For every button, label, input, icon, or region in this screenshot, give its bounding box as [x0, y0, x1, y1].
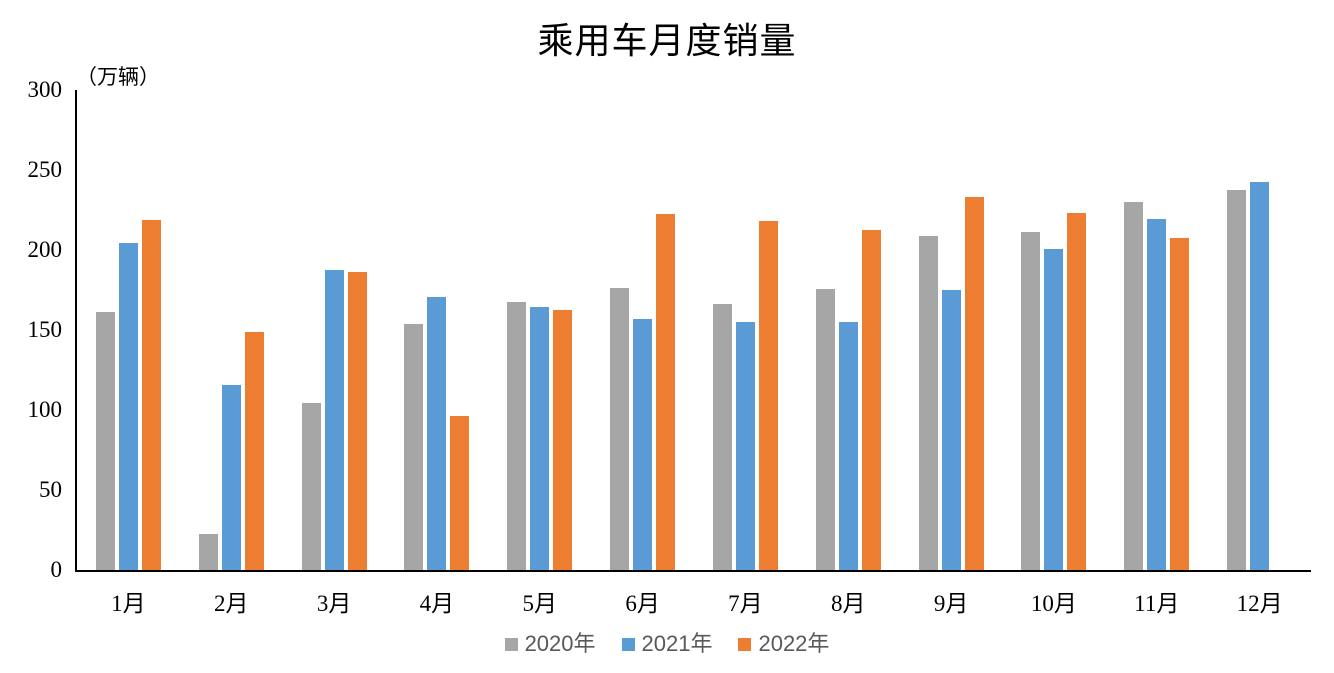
- bar-2022年-5月: [553, 310, 573, 570]
- bar-2022年-3月: [347, 271, 367, 570]
- bar-2021年-11月: [1147, 219, 1167, 570]
- x-label-9月: 9月: [933, 591, 969, 616]
- legend-swatch-icon: [504, 637, 518, 651]
- legend-label: 2021年: [641, 631, 713, 656]
- legend: 2020年 2021年 2022年: [0, 633, 1334, 655]
- plot-area: [75, 90, 1311, 572]
- bar-2022年-6月: [656, 214, 676, 570]
- y-tick-150: 150: [27, 317, 63, 342]
- bar-2020年-11月: [1124, 202, 1144, 570]
- y-tick-250: 250: [27, 157, 63, 182]
- bar-2022年-8月: [861, 230, 881, 570]
- legend-label: 2020年: [524, 631, 596, 656]
- bar-group-2月: [198, 90, 264, 570]
- bar-2020年-7月: [712, 303, 732, 570]
- bar-2020年-8月: [815, 289, 835, 570]
- y-tick-300: 300: [27, 77, 63, 102]
- legend-swatch-icon: [738, 637, 752, 651]
- x-label-1月: 1月: [111, 591, 146, 616]
- bar-2020年-6月: [610, 287, 630, 570]
- bar-2020年-12月: [1227, 190, 1247, 570]
- bar-2021年-6月: [633, 318, 653, 570]
- bar-group-7月: [712, 90, 778, 570]
- bar-group-12月: [1227, 90, 1292, 570]
- bar-2021年-12月: [1250, 182, 1270, 570]
- bar-2020年-9月: [918, 235, 938, 570]
- legend-item-2021年: 2021年: [621, 631, 713, 656]
- x-label-2月: 2月: [214, 591, 249, 616]
- x-label-11月: 11月: [1134, 591, 1180, 616]
- x-label-12月: 12月: [1236, 591, 1283, 616]
- x-label-3月: 3月: [316, 591, 352, 616]
- bar-2020年-4月: [404, 324, 424, 570]
- bar-2020年-2月: [198, 534, 218, 570]
- legend-swatch-icon: [621, 637, 635, 651]
- bar-2021年-9月: [941, 289, 961, 570]
- bar-2022年-9月: [964, 196, 984, 570]
- bar-2020年-3月: [301, 403, 321, 570]
- bar-group-5月: [507, 90, 573, 570]
- bar-2022年-7月: [758, 221, 778, 570]
- y-tick-0: 0: [50, 557, 63, 582]
- bar-2022年-4月: [450, 415, 470, 570]
- x-label-6月: 6月: [625, 591, 660, 616]
- bar-group-4月: [404, 90, 470, 570]
- x-label-4月: 4月: [419, 591, 455, 616]
- bar-2021年-10月: [1044, 248, 1064, 570]
- x-label-5月: 5月: [522, 591, 558, 616]
- y-tick-50: 50: [39, 477, 62, 502]
- bar-group-1月: [95, 90, 161, 570]
- bar-group-8月: [815, 90, 881, 570]
- bar-2020年-5月: [507, 302, 527, 570]
- y-axis-unit-label: （万辆）: [76, 65, 160, 89]
- bar-group-10月: [1021, 90, 1087, 570]
- bar-2021年-8月: [838, 321, 858, 570]
- bar-2021年-1月: [118, 242, 138, 570]
- bar-2021年-3月: [324, 270, 344, 570]
- bar-2022年-1月: [141, 220, 161, 570]
- legend-item-2020年: 2020年: [504, 631, 596, 656]
- bar-2020年-1月: [95, 311, 115, 570]
- y-tick-100: 100: [27, 397, 63, 422]
- bar-2022年-11月: [1170, 238, 1190, 570]
- legend-label: 2022年: [758, 631, 830, 656]
- bar-2022年-2月: [244, 332, 264, 570]
- legend-item-2022年: 2022年: [738, 633, 829, 655]
- bar-2022年-10月: [1067, 213, 1087, 570]
- bar-2021年-5月: [530, 306, 550, 570]
- bar-2020年-10月: [1021, 232, 1041, 570]
- bar-2021年-2月: [221, 385, 241, 570]
- bar-group-9月: [918, 90, 984, 570]
- bar-group-11月: [1124, 90, 1190, 570]
- x-label-8月: 8月: [831, 591, 866, 616]
- bar-2021年-7月: [735, 321, 755, 570]
- y-tick-200: 200: [27, 237, 63, 262]
- x-label-7月: 7月: [728, 591, 763, 616]
- bar-group-6月: [610, 90, 676, 570]
- x-label-10月: 10月: [1030, 591, 1077, 616]
- chart-title: 乘用车月度销量: [537, 21, 797, 61]
- bar-group-3月: [301, 90, 367, 570]
- bar-2021年-4月: [427, 296, 447, 570]
